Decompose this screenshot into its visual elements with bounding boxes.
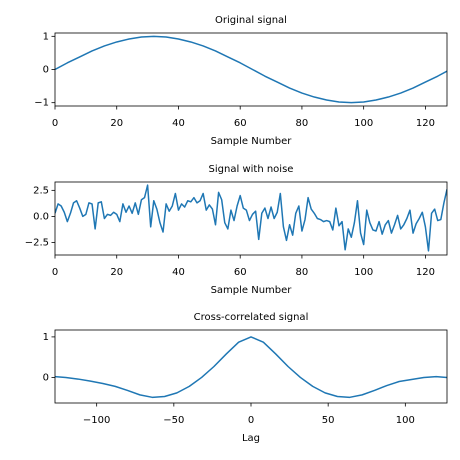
x-tick-label: 100 — [354, 118, 373, 129]
x-tick-label: 0 — [52, 267, 58, 278]
x-tick-label: 100 — [354, 267, 373, 278]
signal-line — [55, 35, 447, 104]
x-tick-label: 20 — [110, 267, 123, 278]
x-tick-label: 0 — [52, 118, 58, 129]
x-axis-label: Sample Number — [211, 136, 293, 147]
y-tick-label: 0 — [43, 372, 49, 383]
x-tick-label: 50 — [322, 415, 335, 426]
x-tick-label: 80 — [296, 267, 309, 278]
subplot-title: Cross-correlated signal — [194, 312, 309, 323]
y-tick-label: 1 — [43, 31, 49, 42]
x-tick-label: −100 — [83, 415, 110, 426]
subplot-title: Signal with noise — [209, 164, 294, 175]
x-tick-label: 120 — [416, 118, 435, 129]
axes-frame — [54, 329, 448, 404]
x-tick-label: 60 — [234, 267, 247, 278]
x-tick-label: 40 — [172, 118, 185, 129]
axes-frame — [54, 32, 448, 107]
y-tick-label: −2.5 — [25, 237, 49, 248]
x-tick-label: 60 — [234, 118, 247, 129]
x-tick-label: 120 — [416, 267, 435, 278]
x-tick-label: 100 — [396, 415, 415, 426]
x-tick-label: −50 — [163, 415, 184, 426]
y-tick-label: 1 — [43, 332, 49, 343]
x-tick-label: 40 — [172, 267, 185, 278]
signal-line — [55, 184, 447, 252]
x-axis-label: Sample Number — [211, 285, 293, 296]
x-tick-label: 80 — [296, 118, 309, 129]
y-tick-label: 0.0 — [33, 211, 49, 222]
signal-line — [55, 336, 447, 399]
y-tick-label: −1 — [34, 98, 49, 109]
axes-frame — [54, 181, 448, 256]
x-axis-label: Lag — [242, 433, 260, 444]
y-tick-label: 0 — [43, 65, 49, 76]
x-tick-label: 20 — [110, 118, 123, 129]
y-tick-label: 2.5 — [33, 185, 49, 196]
x-tick-label: 0 — [248, 415, 254, 426]
subplot-title: Original signal — [215, 15, 287, 26]
